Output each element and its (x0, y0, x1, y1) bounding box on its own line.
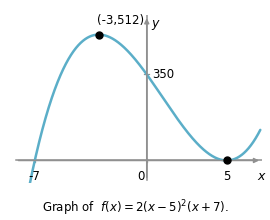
Text: 0: 0 (137, 170, 145, 183)
Text: 350: 350 (152, 68, 174, 81)
Text: y: y (151, 17, 158, 30)
Text: 5: 5 (223, 170, 230, 183)
Text: (-3,512): (-3,512) (97, 14, 144, 27)
Text: Graph of  $f(x) = 2(x - 5)^2(x + 7)$.: Graph of $f(x) = 2(x - 5)^2(x + 7)$. (42, 198, 228, 218)
Text: x: x (257, 170, 265, 183)
Text: -7: -7 (29, 170, 41, 183)
